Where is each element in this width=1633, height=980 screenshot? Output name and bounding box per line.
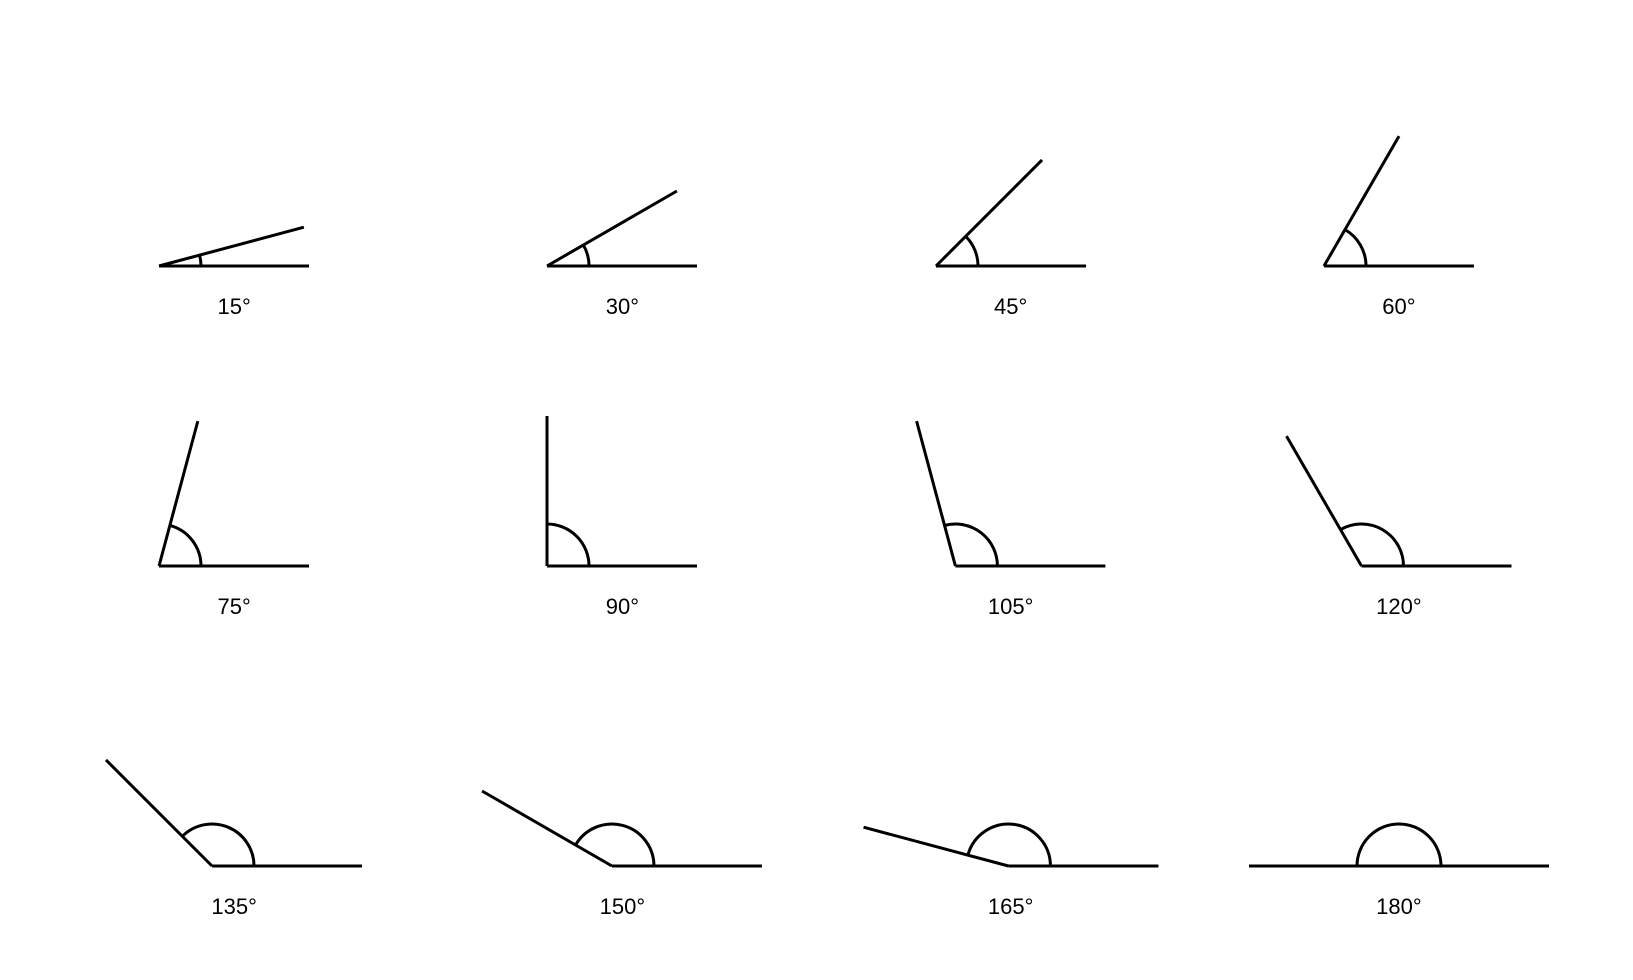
angle-cell: 60° xyxy=(1225,40,1573,320)
angle-label: 90° xyxy=(606,594,639,620)
angle-label: 165° xyxy=(988,894,1034,920)
angle-label: 135° xyxy=(211,894,257,920)
angle-figure xyxy=(448,640,796,886)
angle-figure xyxy=(448,40,796,286)
angle-cell: 45° xyxy=(837,40,1185,320)
angle-cell: 90° xyxy=(448,340,796,620)
angle-cell: 120° xyxy=(1225,340,1573,620)
angle-diagram-canvas: 15° 30° 45° 60° 75° 90° 105° 120° 135° 150° 165° 18… xyxy=(0,0,1633,980)
angle-label: 60° xyxy=(1382,294,1415,320)
angle-label: 15° xyxy=(217,294,250,320)
angle-label: 180° xyxy=(1376,894,1422,920)
angle-figure xyxy=(60,340,408,586)
angle-figure xyxy=(448,340,796,586)
angle-cell: 135° xyxy=(60,640,408,920)
angle-figure xyxy=(837,40,1185,286)
angle-cell: 15° xyxy=(60,40,408,320)
angle-grid: 15° 30° 45° 60° 75° 90° 105° 120° 135° 150° 165° 18… xyxy=(0,0,1633,980)
angle-figure xyxy=(60,640,408,886)
angle-cell: 180° xyxy=(1225,640,1573,920)
angle-cell: 165° xyxy=(837,640,1185,920)
angle-label: 30° xyxy=(606,294,639,320)
angle-label: 75° xyxy=(217,594,250,620)
angle-figure xyxy=(1225,40,1573,286)
angle-figure xyxy=(60,40,408,286)
angle-label: 120° xyxy=(1376,594,1422,620)
angle-figure xyxy=(837,640,1185,886)
angle-cell: 75° xyxy=(60,340,408,620)
angle-cell: 150° xyxy=(448,640,796,920)
angle-figure xyxy=(1225,340,1573,586)
angle-cell: 30° xyxy=(448,40,796,320)
angle-figure xyxy=(837,340,1185,586)
angle-label: 105° xyxy=(988,594,1034,620)
angle-figure xyxy=(1225,640,1573,886)
angle-label: 150° xyxy=(600,894,646,920)
angle-label: 45° xyxy=(994,294,1027,320)
angle-cell: 105° xyxy=(837,340,1185,620)
